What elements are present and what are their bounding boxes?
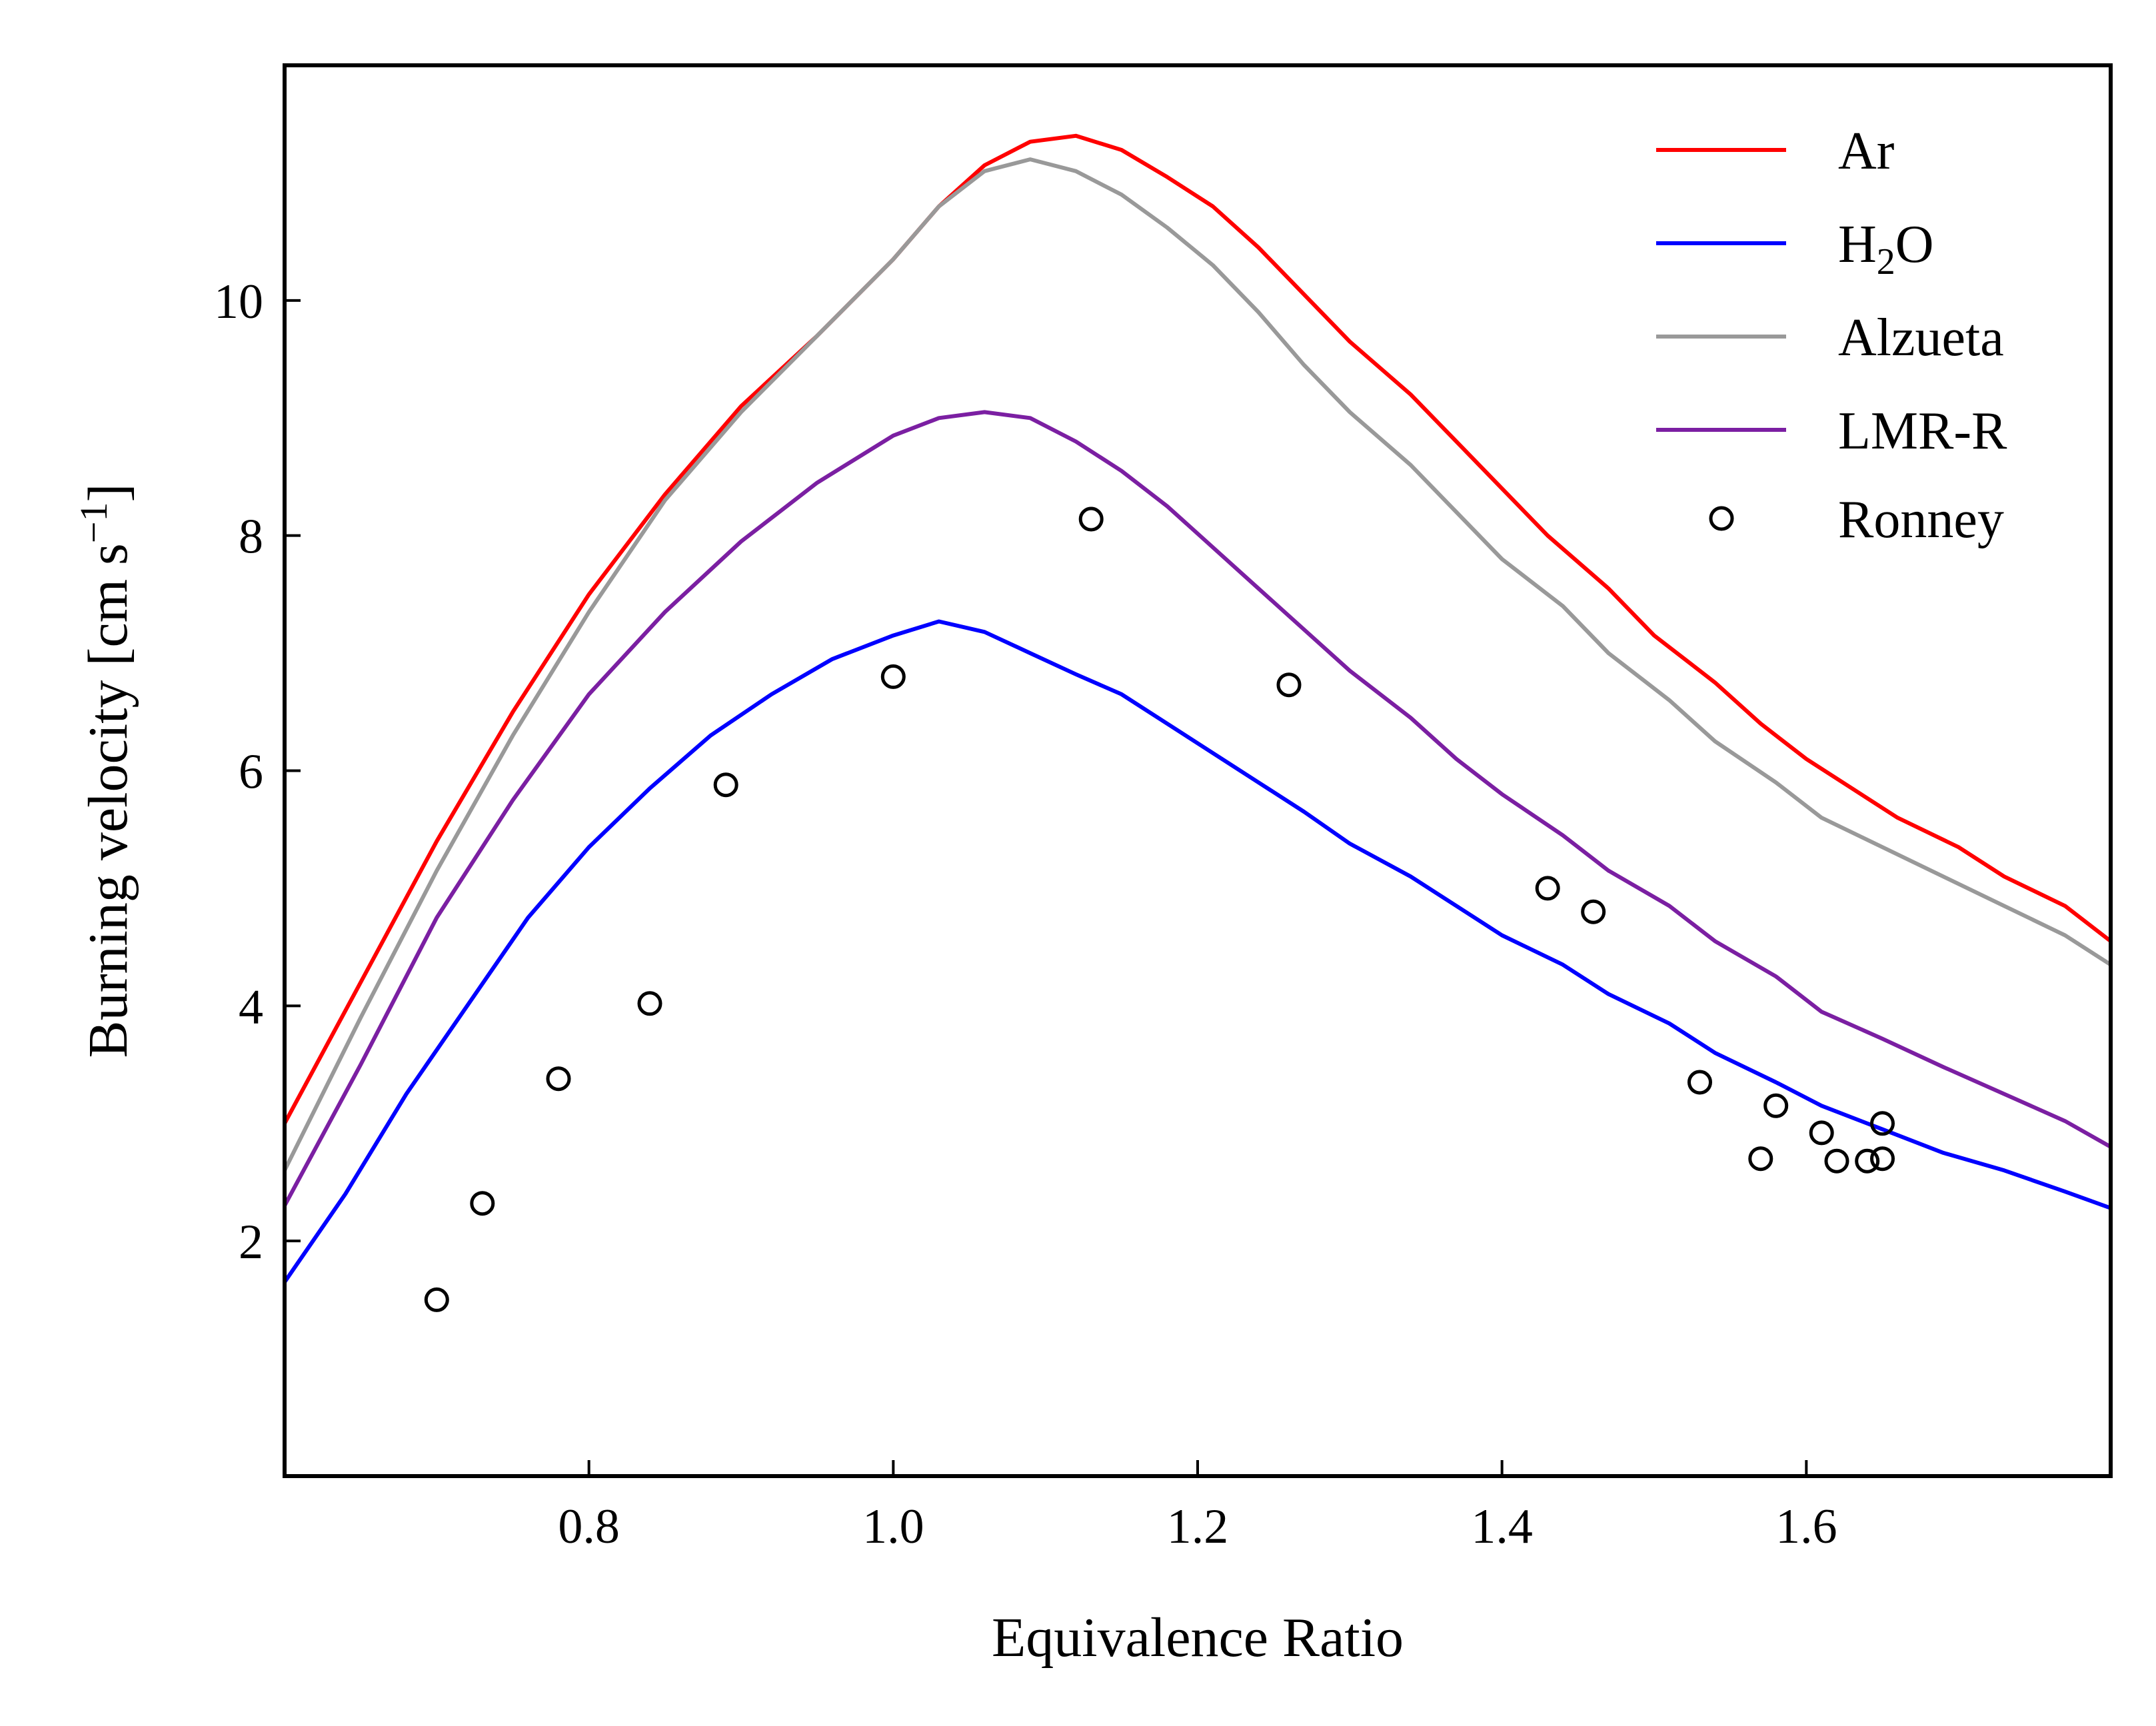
legend-label-lmr-r: LMR-R bbox=[1838, 402, 2007, 460]
y-axis-label: Burning velocity [cm s−1] bbox=[72, 484, 139, 1058]
y-tick-label: 6 bbox=[239, 745, 263, 800]
y-tick-label: 4 bbox=[239, 980, 263, 1034]
y-axis-label-close: ] bbox=[77, 484, 139, 502]
series-line-h2o bbox=[285, 619, 2111, 1284]
legend-label-alzueta: Alzueta bbox=[1838, 309, 2004, 367]
legend: Ar H2O Alzueta LMR-R Ronney bbox=[1656, 122, 2007, 549]
x-axis-label: Equivalence Ratio bbox=[992, 1607, 1404, 1669]
ronney-point-18 bbox=[1870, 1146, 1895, 1172]
ronney-point-1 bbox=[424, 1287, 449, 1312]
series-layer bbox=[285, 133, 2111, 1284]
legend-label-ar: Ar bbox=[1838, 122, 1894, 181]
x-tick-label: 1.6 bbox=[1775, 1499, 1837, 1554]
ronney-point-8 bbox=[1276, 672, 1302, 698]
ronney-point-2 bbox=[470, 1191, 495, 1216]
ronney-point-12 bbox=[1748, 1146, 1773, 1172]
legend-marker-ronney bbox=[1709, 506, 1734, 531]
scatter-layer bbox=[424, 506, 1895, 1312]
ronney-point-16 bbox=[1855, 1148, 1880, 1174]
ronney-point-15 bbox=[1824, 1148, 1849, 1174]
ronney-point-13 bbox=[1763, 1093, 1789, 1118]
ronney-point-4 bbox=[637, 991, 662, 1016]
legend-label-h2o: H2O bbox=[1838, 215, 1934, 283]
y-tick-label: 10 bbox=[214, 275, 263, 329]
x-tick-label: 0.8 bbox=[558, 1499, 620, 1554]
x-tick-label: 1.4 bbox=[1471, 1499, 1533, 1554]
legend-label-h2o-h: H bbox=[1838, 215, 1877, 274]
series-line-alzueta bbox=[285, 157, 2111, 1172]
ronney-point-10 bbox=[1581, 899, 1606, 924]
x-tick-label: 1.0 bbox=[862, 1499, 924, 1554]
y-axis-label-sup: −1 bbox=[72, 502, 115, 544]
series-line-lmr-r bbox=[285, 410, 2111, 1207]
ronney-point-7 bbox=[1078, 506, 1104, 532]
ronney-point-14 bbox=[1809, 1120, 1834, 1146]
ronney-point-3 bbox=[546, 1066, 571, 1092]
legend-label-ronney: Ronney bbox=[1838, 490, 2004, 549]
series-line-ar bbox=[285, 133, 2111, 1125]
y-tick-label: 2 bbox=[239, 1215, 263, 1270]
legend-label-h2o-sub: 2 bbox=[1877, 241, 1895, 283]
y-axis-ticks: 2 4 6 8 10 bbox=[214, 275, 301, 1270]
ronney-point-17 bbox=[1870, 1111, 1895, 1136]
y-axis-label-main: Burning velocity [cm s bbox=[77, 543, 139, 1058]
ronney-point-11 bbox=[1687, 1070, 1712, 1095]
x-tick-label: 1.2 bbox=[1167, 1499, 1229, 1554]
ronney-point-5 bbox=[713, 772, 738, 798]
ronney-point-6 bbox=[880, 664, 906, 689]
y-tick-label: 8 bbox=[239, 510, 263, 564]
ronney-point-9 bbox=[1535, 876, 1560, 901]
legend-label-h2o-tail: O bbox=[1895, 215, 1934, 274]
x-axis-ticks: 0.8 1.0 1.2 1.4 1.6 bbox=[558, 1460, 1837, 1554]
